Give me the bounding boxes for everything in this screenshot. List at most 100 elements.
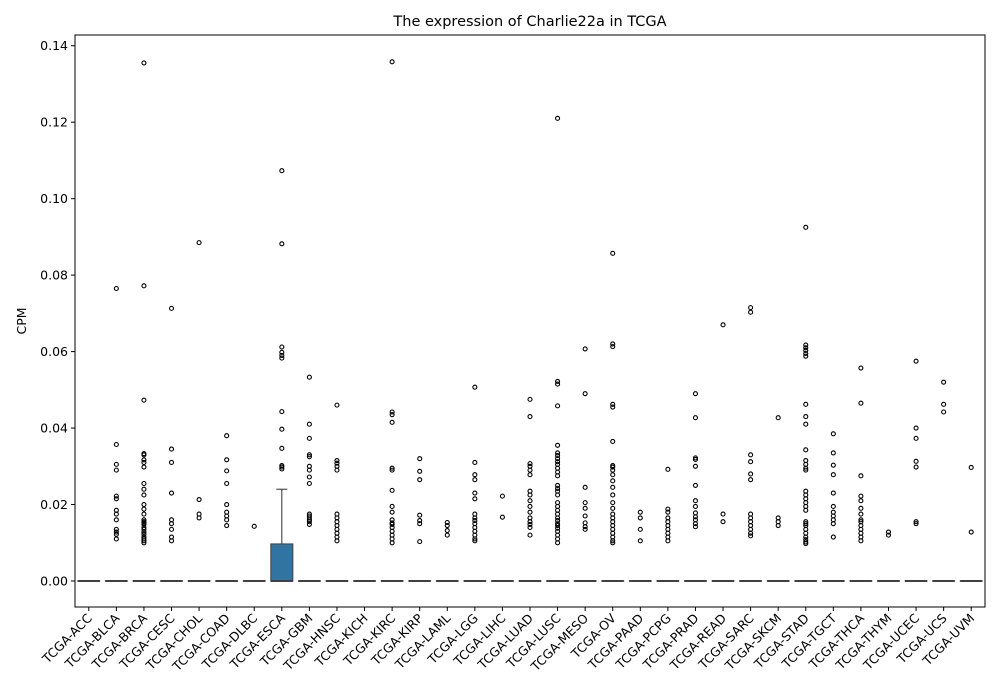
outlier-point <box>306 452 312 458</box>
outlier-point <box>637 538 643 544</box>
outlier-point <box>610 250 616 256</box>
outlier-point <box>803 342 809 348</box>
outlier-point <box>168 490 175 496</box>
outlier-point <box>417 477 423 483</box>
y-tick-label: 0.00 <box>40 574 68 589</box>
outlier-point <box>168 538 175 544</box>
outlier-point <box>472 538 478 544</box>
outlier-point <box>803 401 809 407</box>
outlier-point <box>527 472 533 478</box>
outlier-point <box>610 344 616 350</box>
outlier-point <box>141 464 147 470</box>
outlier-point <box>692 482 699 488</box>
outlier-point <box>555 485 561 492</box>
outlier-point <box>472 536 478 542</box>
outlier-point <box>224 501 230 508</box>
outlier-point <box>279 344 285 350</box>
outlier-point <box>472 477 478 483</box>
outlier-point <box>113 493 119 499</box>
outlier-point <box>527 503 533 509</box>
outlier-point <box>141 526 147 532</box>
outlier-point <box>610 538 616 544</box>
outlier-point <box>555 115 561 121</box>
outlier-point <box>748 471 754 477</box>
y-tick-label: 0.04 <box>40 421 68 436</box>
outlier-point <box>141 540 147 546</box>
outlier-point <box>113 441 119 448</box>
outlier-point <box>527 509 533 515</box>
outlier-point <box>141 486 147 492</box>
outlier-point <box>858 473 864 479</box>
outlier-point <box>196 497 202 503</box>
outlier-point <box>555 523 561 529</box>
outlier-point <box>748 305 754 311</box>
outlier-point <box>306 467 312 473</box>
outlier-point <box>610 472 616 478</box>
outlier-point <box>389 509 395 515</box>
outlier-point <box>472 518 478 524</box>
outlier-point <box>803 465 809 471</box>
outlier-point <box>610 505 616 511</box>
outlier-point <box>279 466 285 472</box>
outlier-point <box>610 438 616 444</box>
outlier-point <box>748 309 754 315</box>
outlier-point <box>417 539 423 545</box>
outlier-point <box>389 517 395 523</box>
outlier-point <box>692 498 699 504</box>
outlier-point <box>968 464 974 470</box>
outlier-point <box>141 501 147 508</box>
outlier-point <box>803 521 809 527</box>
outlier-point <box>941 379 947 385</box>
outlier-point <box>913 521 919 527</box>
outlier-point <box>555 492 561 498</box>
outlier-point <box>141 452 147 458</box>
outlier-point <box>692 456 699 462</box>
outlier-point <box>417 512 423 518</box>
outlier-point <box>113 467 119 473</box>
outlier-point <box>610 401 616 407</box>
outlier-point <box>472 384 478 390</box>
outlier-point <box>555 518 561 524</box>
outlier-point <box>417 456 423 462</box>
outlier-point <box>113 536 119 542</box>
outlier-point <box>582 526 588 532</box>
outlier-point <box>334 458 340 464</box>
outlier-point <box>141 457 147 463</box>
outlier-point <box>306 517 312 523</box>
outlier-point <box>665 538 671 544</box>
outlier-point <box>224 523 230 529</box>
outlier-point <box>279 349 285 355</box>
outlier-point <box>334 538 340 544</box>
outlier-point <box>334 467 340 473</box>
outlier-point <box>941 401 947 407</box>
outlier-point <box>113 531 119 537</box>
outlier-point <box>830 521 836 527</box>
outlier-point <box>720 511 726 517</box>
outlier-point <box>858 517 864 523</box>
outlier-point <box>803 540 809 547</box>
outlier-point <box>279 426 285 432</box>
outlier-point <box>113 529 119 535</box>
outlier-point <box>748 533 754 539</box>
outlier-point <box>692 463 699 469</box>
outlier-point <box>913 458 919 464</box>
outlier-point <box>610 478 616 484</box>
outlier-point <box>389 465 395 471</box>
outlier-point <box>389 419 395 425</box>
outlier-point <box>830 431 836 437</box>
outlier-point <box>224 433 230 439</box>
outlier-point <box>610 484 616 490</box>
outlier-point <box>389 59 395 65</box>
outlier-point <box>830 462 836 468</box>
outlier-point <box>141 397 147 403</box>
outlier-point <box>389 409 395 415</box>
outlier-point <box>803 414 809 420</box>
outlier-point <box>803 421 809 427</box>
outlier-point <box>472 490 478 496</box>
outlier-point <box>472 459 478 466</box>
outlier-point <box>555 540 561 546</box>
outlier-point <box>913 435 919 441</box>
outlier-point <box>113 511 119 517</box>
outlier-point <box>527 498 533 504</box>
